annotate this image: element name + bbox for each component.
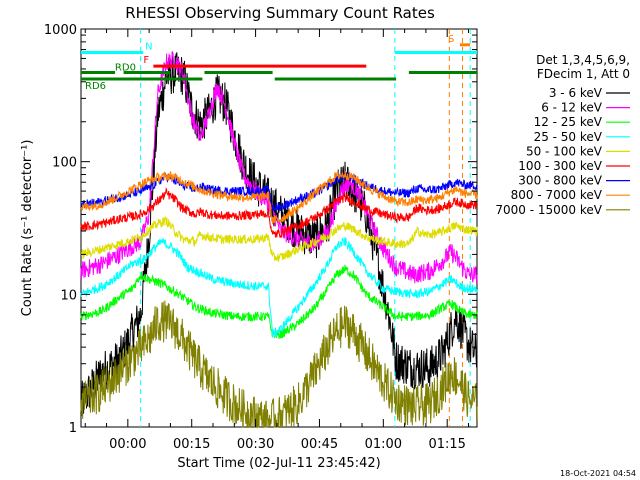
- legend-entry: 6 - 12 keV: [541, 101, 603, 115]
- legend-header: Det 1,3,4,5,6,9,: [536, 53, 630, 67]
- x-tick-label: 00:00: [109, 437, 146, 452]
- series-line: [80, 172, 478, 212]
- x-axis-label: Start Time (02-Jul-11 23:45:42): [177, 456, 380, 471]
- x-tick-label: 01:15: [428, 437, 465, 452]
- flag-bars: NF RD0 RD6 S: [81, 34, 477, 92]
- series-line: [80, 237, 478, 338]
- series-line: [80, 51, 478, 284]
- series-lines: [80, 51, 478, 429]
- x-tick-label: 01:00: [365, 437, 402, 452]
- legend: Det 1,3,4,5,6,9,FDecim 1, Att 0 3 - 6 keV…: [495, 53, 630, 217]
- flag-label: S: [448, 34, 454, 45]
- y-tick-label: 100: [52, 156, 77, 171]
- x-axis: 00:00 00:15 00:30 00:45 01:00 01:15: [84, 29, 469, 452]
- flag-label: RD0: [115, 63, 136, 74]
- flag-label: F: [143, 55, 149, 66]
- series-line: [80, 300, 478, 429]
- flag-label: RD6: [85, 81, 106, 92]
- legend-entry: 300 - 800 keV: [518, 174, 602, 188]
- y-axis-label: Count Rate (s⁻¹ detector⁻¹): [20, 140, 35, 317]
- flag-label: N: [145, 42, 152, 53]
- chart-title: RHESSI Observing Summary Count Rates: [125, 4, 435, 22]
- series-line: [80, 52, 478, 414]
- legend-entry: 100 - 300 keV: [518, 159, 602, 173]
- legend-header: FDecim 1, Att 0: [537, 67, 630, 81]
- legend-entry: 3 - 6 keV: [549, 86, 603, 100]
- legend-entry: 800 - 7000 keV: [511, 188, 603, 202]
- series-line: [80, 216, 478, 262]
- y-tick-label: 10: [60, 288, 77, 303]
- x-tick-label: 00:15: [173, 437, 210, 452]
- series-line: [80, 187, 478, 238]
- series-line: [80, 169, 478, 225]
- y-tick-label: 1: [69, 421, 77, 436]
- legend-entry: 7000 - 15000 keV: [495, 203, 602, 217]
- legend-entry: 50 - 100 keV: [526, 144, 603, 158]
- y-tick-label: 1000: [44, 23, 77, 38]
- footer-date: 18-Oct-2021 04:54: [560, 469, 636, 478]
- y-axis: 1 10 100 1000: [44, 23, 477, 436]
- x-tick-label: 00:30: [237, 437, 274, 452]
- legend-entry: 12 - 25 keV: [534, 115, 603, 129]
- x-tick-label: 00:45: [301, 437, 338, 452]
- series-line: [80, 264, 478, 339]
- legend-entry: 25 - 50 keV: [534, 130, 603, 144]
